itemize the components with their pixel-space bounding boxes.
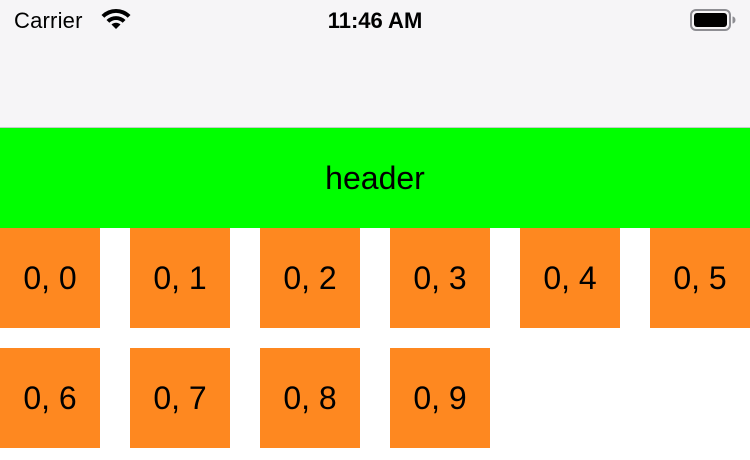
cell-label: 0, 0 <box>23 259 77 296</box>
cell-label: 0, 9 <box>413 379 467 416</box>
collection-cell[interactable]: 0, 3 <box>390 228 490 328</box>
collection-cell[interactable]: 0, 8 <box>260 348 360 448</box>
cell-label: 0, 3 <box>413 259 467 296</box>
cell-label: 0, 2 <box>283 259 337 296</box>
cell-label: 0, 1 <box>153 259 207 296</box>
collection-cell[interactable]: 0, 6 <box>0 348 100 448</box>
carrier-label: Carrier <box>14 8 83 33</box>
cell-label: 0, 7 <box>153 379 207 416</box>
cell-label: 0, 5 <box>673 259 727 296</box>
collection-cell[interactable]: 0, 7 <box>130 348 230 448</box>
cell-label: 0, 6 <box>23 379 77 416</box>
collection-cell[interactable]: 0, 5 <box>650 228 750 328</box>
collection-cell[interactable]: 0, 0 <box>0 228 100 328</box>
collection-cell[interactable]: 0, 2 <box>260 228 360 328</box>
cell-label: 0, 4 <box>543 259 597 296</box>
section-header-label: header <box>325 159 425 196</box>
cell-label: 0, 8 <box>283 379 337 416</box>
section-header: header <box>0 128 750 228</box>
collection-cell[interactable]: 0, 1 <box>130 228 230 328</box>
navigation-bar <box>0 40 750 128</box>
battery-icon <box>690 9 736 31</box>
collection-cell[interactable]: 0, 4 <box>520 228 620 328</box>
status-time: 11:46 AM <box>327 8 423 33</box>
wifi-icon <box>101 8 131 29</box>
collection-cell[interactable]: 0, 9 <box>390 348 490 448</box>
status-bar: Carrier 11:46 AM <box>0 0 750 40</box>
